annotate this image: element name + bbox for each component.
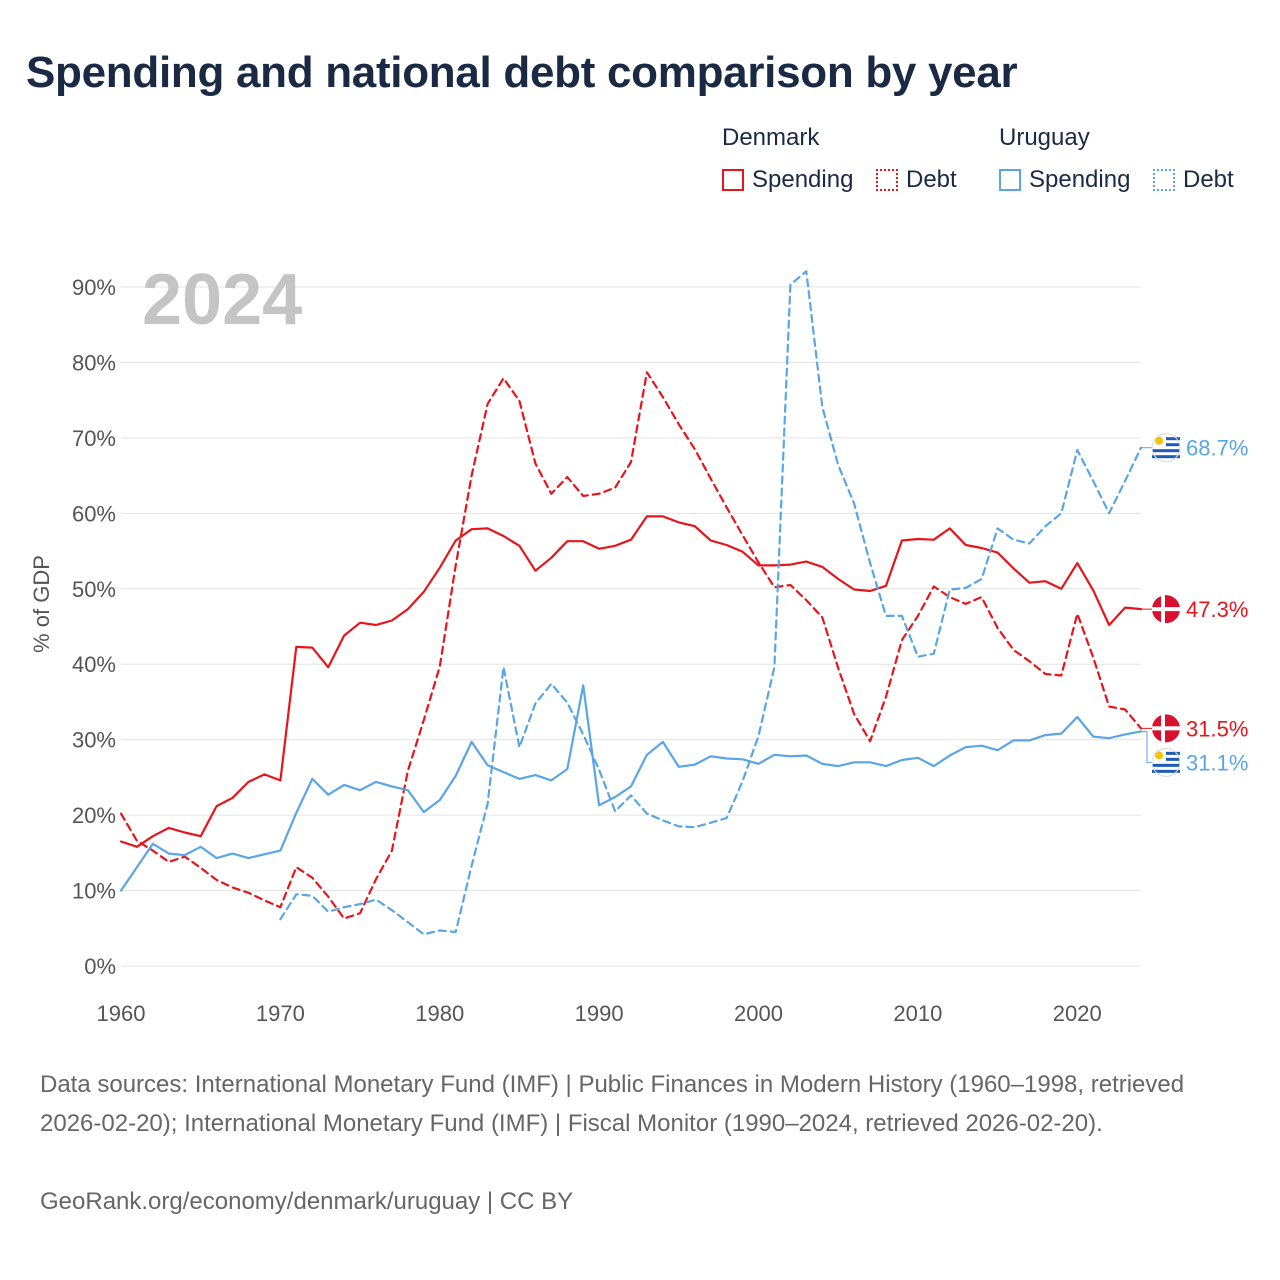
- x-tick-label: 2010: [893, 1001, 942, 1026]
- x-axis: 1960 1970 1980 1990 2000 2010 2020: [97, 1001, 1102, 1026]
- x-tick-label: 2020: [1053, 1001, 1102, 1026]
- legend-item-denmark-debt[interactable]: Debt: [876, 166, 957, 194]
- credit-link[interactable]: GeoRank.org/economy/denmark/uruguay | CC…: [40, 1188, 574, 1215]
- end-label-denmark-spending: 47.3%: [1141, 595, 1248, 624]
- x-tick-label: 1990: [575, 1001, 624, 1026]
- series-line-denmark-debt[interactable]: [119, 371, 1143, 920]
- x-tick-label: 1960: [97, 1001, 146, 1026]
- x-tick-label: 1970: [256, 1001, 305, 1026]
- y-tick-label: 80%: [72, 350, 116, 375]
- end-label-denmark-debt: 31.5%: [1141, 714, 1248, 743]
- y-tick-label: 60%: [72, 501, 116, 526]
- y-tick-label: 70%: [72, 426, 116, 451]
- y-tick-label: 50%: [72, 577, 116, 602]
- series-line-uruguay-debt[interactable]: [279, 270, 1143, 936]
- y-tick-label: 10%: [72, 879, 116, 904]
- y-tick-label: 30%: [72, 728, 116, 753]
- legend-swatch-dotted-icon: [1153, 169, 1175, 191]
- legend-swatch-dotted-icon: [876, 169, 898, 191]
- y-axis-title: % of GDP: [29, 555, 54, 653]
- end-value-label: 31.5%: [1186, 716, 1248, 741]
- leader-line: [1141, 730, 1152, 763]
- y-axis: 0% 10% 20% 30% 40% 50% 60% 70% 80% 90%: [72, 275, 116, 979]
- denmark-flag-icon: [1152, 595, 1180, 624]
- y-tick-label: 20%: [72, 803, 116, 828]
- uruguay-flag-icon: [1151, 433, 1181, 463]
- x-tick-label: 1980: [415, 1001, 464, 1026]
- data-sources: Data sources: International Monetary Fun…: [40, 1071, 1185, 1137]
- y-tick-label: 90%: [72, 275, 116, 300]
- y-tick-label: 40%: [72, 652, 116, 677]
- series-line-uruguay-spending[interactable]: [119, 684, 1143, 892]
- legend-group-uruguay: Uruguay: [999, 124, 1090, 151]
- uruguay-flag-icon: [1151, 747, 1181, 777]
- legend-swatch-solid-icon: [999, 169, 1021, 191]
- end-value-label: 47.3%: [1186, 597, 1248, 622]
- x-tick-label: 2000: [734, 1001, 783, 1026]
- legend-label: Spending: [1029, 166, 1131, 193]
- line-chart: 0%10%20%30%40%50%60%70%80%90% 1960 1970 19…: [29, 260, 1248, 1026]
- legend-swatch-solid-icon: [722, 169, 744, 191]
- legend-item-uruguay-debt[interactable]: Debt: [1153, 166, 1234, 194]
- legend-group-denmark: Denmark: [722, 124, 820, 151]
- gridlines: [121, 286, 1141, 967]
- series-line-denmark-spending[interactable]: [119, 515, 1143, 848]
- end-markers: 68.7% 47.3% 31.5% 31.1%: [1141, 433, 1248, 777]
- legend-item-denmark-spending[interactable]: Spending: [722, 166, 853, 194]
- year-watermark: 2024: [142, 260, 302, 340]
- legend-label: Debt: [1183, 166, 1234, 193]
- end-value-label: 31.1%: [1186, 750, 1248, 775]
- series-lines: [119, 270, 1143, 936]
- denmark-flag-icon: [1152, 714, 1180, 743]
- legend-label: Debt: [906, 166, 957, 193]
- end-label-uruguay-spending: 31.1%: [1141, 730, 1248, 777]
- end-label-uruguay-debt: 68.7%: [1141, 433, 1248, 463]
- legend-label: Spending: [752, 166, 854, 193]
- end-value-label: 68.7%: [1186, 436, 1248, 461]
- y-tick-label: 0%: [84, 954, 116, 979]
- legend-item-uruguay-spending[interactable]: Spending: [999, 166, 1130, 194]
- chart-title: Spending and national debt comparison by…: [26, 48, 1018, 97]
